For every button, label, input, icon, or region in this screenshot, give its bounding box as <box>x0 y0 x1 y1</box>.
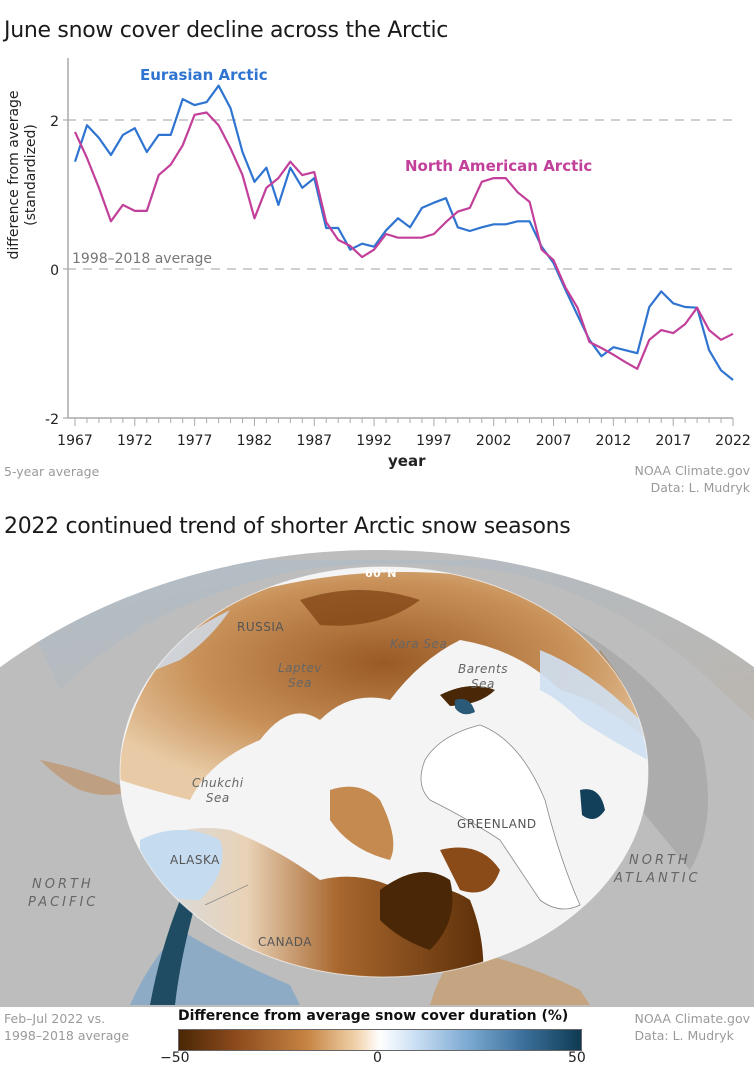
chart-labels: 1998–2018 average Eurasian Arctic North Am… <box>72 66 592 267</box>
reference-line-label: 1998–2018 average <box>72 251 212 267</box>
x-tick-label: 1997 <box>416 433 452 449</box>
map-title: 2022 continued trend of shorter Arctic s… <box>4 514 571 539</box>
map-label-barents-sea: Barents Sea <box>458 662 508 692</box>
chukchi-line1: Chukchi <box>192 776 244 790</box>
map-source: NOAA Climate.gov Data: L. Mudryk <box>635 1010 750 1044</box>
map-period-line2: 1998–2018 average <box>4 1028 130 1043</box>
laptev-line1: Laptev <box>278 661 322 675</box>
latitude-label-60n: 60°N <box>365 567 398 580</box>
series-label: North American Arctic <box>405 157 592 175</box>
chart-source-line1: NOAA Climate.gov <box>634 463 750 478</box>
legend-color-scale <box>178 1029 582 1051</box>
chart-series <box>73 84 734 381</box>
x-tick-label: 1987 <box>296 433 332 449</box>
map-period-line1: Feb–Jul 2022 vs. <box>4 1011 106 1026</box>
y-axis-sublabel: (standardized) <box>23 124 39 226</box>
map-label-north-atlantic: NORTH ATLANTIC <box>614 852 701 888</box>
map-label-chukchi-sea: Chukchi Sea <box>192 776 244 806</box>
chart-axes: -2 0 2 1967 1972 1977 1982 1987 1992 1997 2002 2007… <box>6 58 751 449</box>
legend-max-label: 50 <box>568 1050 586 1066</box>
chukchi-line2: Sea <box>205 791 230 805</box>
snow-cover-map: 60°N RUSSIA Kara Sea Laptev Sea Barents … <box>0 545 754 1007</box>
chart-title: June snow cover decline across the Arcti… <box>4 18 449 43</box>
x-tick-label: 2022 <box>715 433 751 449</box>
map-label-alaska: ALASKA <box>170 853 220 867</box>
map-source-line1: NOAA Climate.gov <box>634 1011 750 1026</box>
x-tick-label: 1967 <box>57 433 93 449</box>
map-label-russia: RUSSIA <box>237 620 285 634</box>
chart-average-note: 5-year average <box>4 464 100 479</box>
map-label-canada: CANADA <box>258 935 313 949</box>
map-label-greenland: GREENLAND <box>457 817 537 831</box>
map-source-line2: Data: L. Mudryk <box>634 1028 734 1043</box>
y-tick-label: 2 <box>50 114 59 130</box>
map-graphic <box>0 545 754 1007</box>
series-line-north-american-arctic <box>74 111 734 370</box>
map-label-north-pacific: NORTH PACIFIC <box>28 876 98 912</box>
laptev-line2: Sea <box>288 676 312 690</box>
chart-source-line2: Data: L. Mudryk <box>650 480 750 495</box>
x-tick-label: 2002 <box>476 433 512 449</box>
north-pacific-line1: NORTH <box>32 877 94 892</box>
legend-min-label: −50 <box>160 1050 190 1066</box>
barents-line1: Barents <box>458 662 508 676</box>
map-label-laptev-sea: Laptev Sea <box>278 661 322 691</box>
north-atlantic-line1: NORTH <box>629 853 691 868</box>
x-tick-label: 2012 <box>596 433 632 449</box>
y-tick-label: -2 <box>45 412 59 428</box>
y-axis-label: difference from average <box>6 90 22 259</box>
map-label-kara-sea: Kara Sea <box>390 637 448 651</box>
north-pacific-line2: PACIFIC <box>28 895 99 910</box>
x-axis-label: year <box>388 452 426 470</box>
x-tick-label: 1977 <box>177 433 213 449</box>
north-atlantic-line2: ATLANTIC <box>614 871 701 886</box>
x-tick-label: 1992 <box>356 433 392 449</box>
series-line-eurasian-arctic <box>73 84 734 381</box>
series-label: Eurasian Arctic <box>140 66 268 84</box>
map-period-note: Feb–Jul 2022 vs. 1998–2018 average <box>4 1010 129 1044</box>
chart-source: NOAA Climate.gov Data: L. Mudryk <box>635 462 750 496</box>
x-tick-label: 2007 <box>536 433 572 449</box>
x-tick-label: 2017 <box>655 433 691 449</box>
y-tick-label: 0 <box>50 263 59 279</box>
chart-gridlines <box>67 119 733 270</box>
legend-title: Difference from average snow cover durat… <box>178 1008 569 1024</box>
x-tick-label: 1982 <box>237 433 273 449</box>
line-chart: -2 0 2 1967 1972 1977 1982 1987 1992 1997 2002 2007… <box>6 58 751 449</box>
legend-mid-label: 0 <box>373 1050 382 1066</box>
barents-line2: Sea <box>471 677 495 691</box>
x-tick-label: 1972 <box>117 433 153 449</box>
